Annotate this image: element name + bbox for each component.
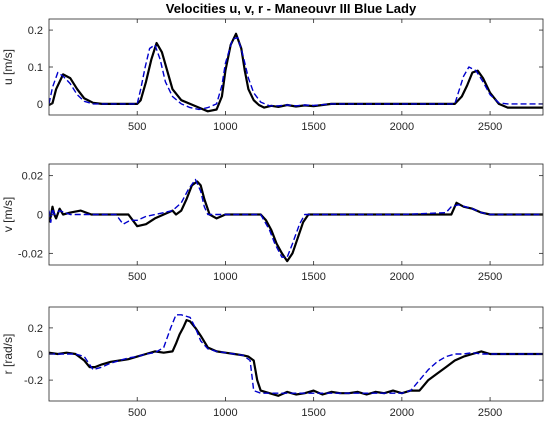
y-tick-label-r: 0 — [37, 349, 43, 361]
x-tick-label-v: 2500 — [478, 271, 502, 283]
x-tick-label-u: 2000 — [390, 121, 414, 133]
y-tick-label-r: -0.2 — [24, 375, 43, 387]
series-u-model-dashed-line — [49, 36, 543, 111]
y-tick-label-u: 0.2 — [28, 25, 43, 37]
x-tick-label-v: 2000 — [390, 271, 414, 283]
x-tick-label-r: 2500 — [478, 407, 502, 419]
x-tick-label-u: 1000 — [213, 121, 237, 133]
y-tick-label-v: 0 — [37, 210, 43, 222]
y-axis-label-u: u [m/s] — [1, 49, 15, 85]
y-axis-label-v: v [m/s] — [1, 197, 15, 232]
plot-v: 500 1000 1500 2000 2500 -0.02 0 0.02 v [m/s] — [1, 163, 544, 283]
x-tick-label-v: 1500 — [301, 271, 325, 283]
x-tick-label-r: 1000 — [213, 407, 237, 419]
x-tick-label-u: 2500 — [478, 121, 502, 133]
series-v-measured-solid-line — [49, 180, 543, 263]
y-tick-label-u: 0.1 — [28, 62, 43, 74]
y-tick-label-u: 0 — [37, 99, 43, 111]
x-tick-label-u: 1500 — [301, 121, 325, 133]
x-tick-label-v: 1000 — [213, 271, 237, 283]
y-tick-label-v: -0.02 — [18, 248, 43, 260]
series-r-model-dashed-line — [49, 314, 543, 394]
y-tick-label-v: 0.02 — [22, 171, 43, 183]
chart-title: Velocities u, v, r - Maneouvr III Blue L… — [166, 1, 417, 16]
x-tick-label-r: 500 — [128, 407, 146, 419]
x-tick-label-r: 1500 — [301, 407, 325, 419]
x-tick-label-v: 500 — [128, 271, 146, 283]
series-u-measured-solid-line — [49, 32, 543, 113]
x-tick-label-r: 2000 — [390, 407, 414, 419]
y-tick-label-r: 0.2 — [28, 323, 43, 335]
x-tick-label-u: 500 — [128, 121, 146, 133]
plot-u: 500 1000 1500 2000 2500 0 0.1 0.2 u [m/s] — [1, 18, 544, 133]
plot-r: 500 1000 1500 2000 2500 -0.2 0 0.2 r [rad/s] — [1, 306, 544, 419]
series-r-measured-solid-line — [49, 319, 543, 397]
plots-layer: 500 1000 1500 2000 2500 0 0.1 0.2 u [m/s] 500 1000… — [1, 18, 544, 419]
y-axis-label-r: r [rad/s] — [1, 334, 15, 375]
